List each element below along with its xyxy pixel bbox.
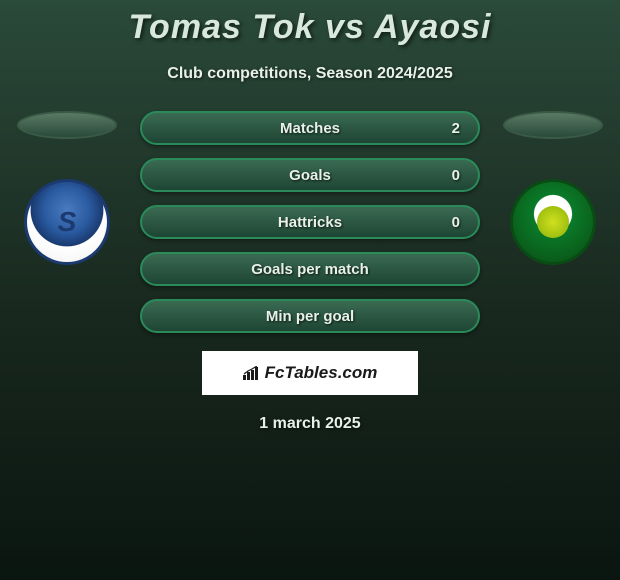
right-value-ellipse bbox=[503, 111, 603, 139]
left-club-crest bbox=[24, 179, 110, 265]
stat-label: Goals bbox=[289, 167, 331, 184]
stat-bar-hattricks: Hattricks 0 bbox=[140, 205, 480, 239]
stat-label: Hattricks bbox=[278, 214, 342, 231]
footer-date: 1 march 2025 bbox=[0, 415, 620, 433]
stat-bar-goals-per-match: Goals per match bbox=[140, 252, 480, 286]
stat-label: Min per goal bbox=[266, 308, 354, 325]
stats-column: Matches 2 Goals 0 Hattricks 0 Goals per … bbox=[140, 111, 480, 333]
stat-bar-goals: Goals 0 bbox=[140, 158, 480, 192]
right-player-column bbox=[498, 111, 608, 265]
stat-label: Goals per match bbox=[251, 261, 369, 278]
stat-bar-matches: Matches 2 bbox=[140, 111, 480, 145]
left-value-ellipse bbox=[17, 111, 117, 139]
left-player-column bbox=[12, 111, 122, 265]
bar-chart-icon bbox=[243, 366, 261, 380]
right-club-crest bbox=[510, 179, 596, 265]
stat-value: 0 bbox=[452, 214, 460, 231]
brand-attribution[interactable]: FcTables.com bbox=[202, 351, 418, 395]
stat-bar-min-per-goal: Min per goal bbox=[140, 299, 480, 333]
stat-label: Matches bbox=[280, 120, 340, 137]
comparison-title: Tomas Tok vs Ayaosi bbox=[0, 0, 620, 47]
comparison-body: Matches 2 Goals 0 Hattricks 0 Goals per … bbox=[0, 111, 620, 333]
stat-value: 2 bbox=[452, 120, 460, 137]
brand-text: FcTables.com bbox=[265, 363, 378, 383]
stat-value: 0 bbox=[452, 167, 460, 184]
comparison-subtitle: Club competitions, Season 2024/2025 bbox=[0, 65, 620, 83]
